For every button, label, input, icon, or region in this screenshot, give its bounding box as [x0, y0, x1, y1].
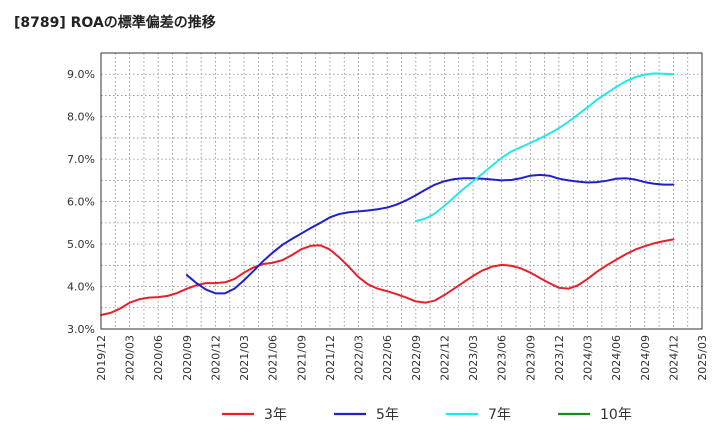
x-tick-label: 2021/09 [295, 335, 308, 381]
series-line-5年 [185, 173, 675, 295]
x-tick-label: 2024/03 [582, 335, 595, 381]
y-tick-label: 5.0% [67, 238, 95, 251]
legend-label: 3年 [264, 407, 287, 423]
x-tick-label: 2022/03 [353, 335, 366, 381]
legend-label: 10年 [600, 407, 632, 423]
x-tick-label: 2024/09 [639, 335, 652, 381]
x-tick-label: 2020/09 [181, 335, 194, 381]
x-tick-label: 2024/12 [667, 335, 680, 381]
x-tick-label: 2020/03 [124, 335, 137, 381]
y-tick-label: 6.0% [67, 196, 95, 209]
series-line-3年 [100, 238, 675, 316]
x-tick-label: 2025/03 [696, 335, 709, 381]
x-tick-label: 2023/09 [524, 335, 537, 381]
plot-area-background [101, 53, 702, 329]
x-tick-label: 2021/12 [324, 335, 337, 381]
x-tick-label: 2022/06 [381, 335, 394, 381]
x-tick-label: 2024/06 [610, 335, 623, 381]
x-tick-label: 2020/06 [152, 335, 165, 381]
legend: 3年 5年 7年 10年 [222, 407, 632, 423]
y-axis-ticks: 3.0% 4.0% 5.0% 6.0% 7.0% 8.0% 9.0% [67, 68, 95, 336]
x-tick-label: 2023/12 [553, 335, 566, 381]
chart-title: [8789] ROAの標準偏差の推移 [14, 15, 216, 31]
y-tick-label: 8.0% [67, 111, 95, 124]
y-tick-label: 9.0% [67, 68, 95, 81]
x-axis-ticks: 2019/12 2020/03 2020/06 2020/09 2020/12 2021/… [95, 335, 709, 381]
x-tick-label: 2023/06 [496, 335, 509, 381]
x-tick-label: 2021/06 [267, 335, 280, 381]
x-tick-label: 2021/03 [238, 335, 251, 381]
x-tick-label: 2019/12 [95, 335, 108, 381]
series-line-7年 [414, 72, 675, 223]
x-tick-label: 2020/12 [209, 335, 222, 381]
legend-label: 5年 [376, 407, 399, 423]
y-tick-label: 4.0% [67, 281, 95, 294]
y-tick-label: 7.0% [67, 153, 95, 166]
legend-label: 7年 [488, 407, 511, 423]
y-tick-label: 3.0% [67, 323, 95, 336]
x-tick-label: 2022/12 [438, 335, 451, 381]
x-tick-label: 2022/09 [410, 335, 423, 381]
series-layer [100, 72, 675, 316]
x-tick-label: 2023/03 [467, 335, 480, 381]
plot-area-frame [100, 52, 703, 330]
